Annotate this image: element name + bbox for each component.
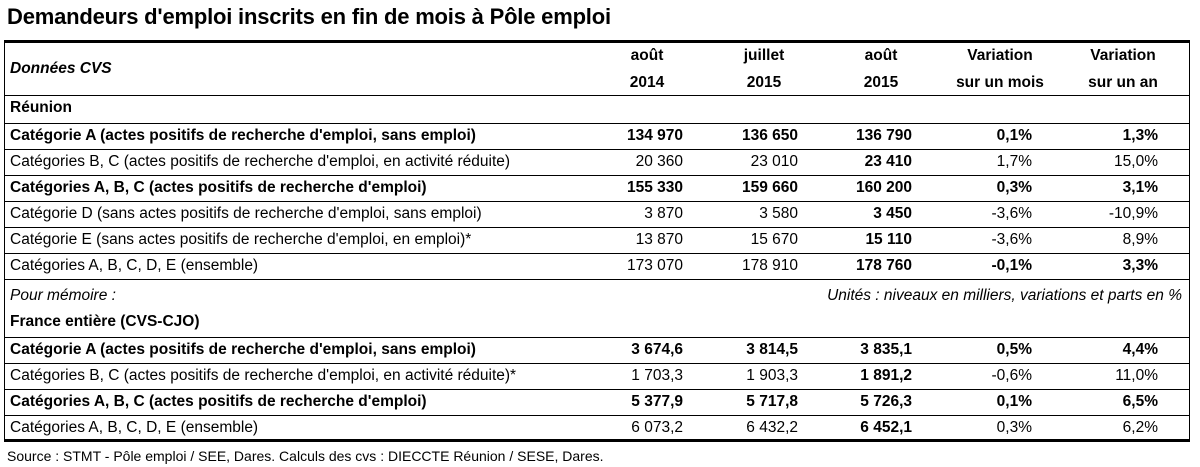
row-label: Catégorie D (sans actes positifs de rech… [10,205,482,222]
cell-v1: 5 377,9 [631,393,683,410]
col-header-var-year-l2: sur un an [1088,74,1158,91]
row-label: Catégories A, B, C (actes positifs de re… [10,179,427,196]
cell-v4: -0,1% [991,257,1033,274]
units-note: Unités : niveaux en milliers, variations… [827,287,1182,304]
cell-v4: 0,3% [996,179,1032,196]
cell-v2: 15 670 [750,231,798,248]
cell-v5: 6,5% [1122,393,1158,410]
row-label: Catégorie A (actes positifs de recherche… [10,341,476,358]
row-separator [4,279,1190,280]
row-separator [4,123,1190,124]
cell-v3: 23 410 [864,153,912,170]
cell-v1: 6 073,2 [631,419,683,436]
cell-v1: 3 870 [644,205,683,222]
row-separator [4,441,1190,442]
table-frame [4,40,1190,442]
row-label: Catégories B, C (actes positifs de reche… [10,153,511,170]
row-separator [4,149,1190,150]
cell-v3: 5 726,3 [860,393,912,410]
cell-v2: 159 660 [741,179,798,196]
col-header-aug2014-l2: 2014 [629,74,665,91]
cell-v1: 1 703,3 [631,367,683,384]
col-header-var-month-l2: sur un mois [956,74,1044,91]
cell-v3: 15 110 [865,231,912,248]
row-separator [4,389,1190,390]
row-label: Catégories A, B, C, D, E (ensemble) [10,419,259,436]
cell-v1: 173 070 [626,257,683,274]
row-label: Catégories B, C (actes positifs de reche… [10,367,517,384]
cell-v2: 178 910 [741,257,798,274]
col-header-aug2015-l2: 2015 [863,74,899,91]
row-separator [4,415,1190,416]
cell-v5: 1,3% [1122,127,1158,144]
row-separator [4,363,1190,364]
cell-v2: 3 814,5 [746,341,798,358]
cell-v5: 3,3% [1122,257,1158,274]
cell-v4: 0,3% [996,419,1032,436]
cell-v3: 1 891,2 [860,367,912,384]
row-label: Catégories A, B, C (actes positifs de re… [10,393,427,410]
cell-v2: 23 010 [750,153,798,170]
col-header-jul2015-l1: juillet [743,47,785,64]
cell-v1: 134 970 [626,127,683,144]
cell-v4: -3,6% [991,205,1033,222]
cell-v3: 3 835,1 [860,341,912,358]
memo-label: Pour mémoire : [10,287,116,304]
cell-v2: 3 580 [759,205,798,222]
cell-v5: -10,9% [1108,205,1158,222]
section-heading-reunion: Réunion [10,99,72,116]
row-separator [4,201,1190,202]
cell-v4: 0,5% [996,341,1032,358]
header-separator [4,95,1190,96]
row-label: Catégorie A (actes positifs de recherche… [10,127,476,144]
cell-v5: 11,0% [1115,367,1158,384]
cell-v4: -0,6% [991,367,1033,384]
cell-v4: 0,1% [996,393,1032,410]
cell-v2: 6 432,2 [746,419,798,436]
cell-v2: 5 717,8 [746,393,798,410]
row-separator [4,175,1190,176]
cell-v2: 1 903,3 [746,367,798,384]
col-header-aug2014-l1: août [630,47,664,64]
source-note: Source : STMT - Pôle emploi / SEE, Dares… [7,448,604,464]
table-title: Demandeurs d'emploi inscrits en fin de m… [7,4,611,29]
row-separator [4,253,1190,254]
cell-v2: 136 650 [741,127,798,144]
cell-v3: 136 790 [855,127,912,144]
cell-v5: 3,1% [1122,179,1158,196]
cell-v5: 6,2% [1122,419,1158,436]
cell-v3: 178 760 [855,257,912,274]
cell-v5: 4,4% [1122,341,1158,358]
row-label: Catégories A, B, C, D, E (ensemble) [10,257,259,274]
cell-v3: 160 200 [855,179,912,196]
cell-v4: 0,1% [996,127,1032,144]
cell-v1: 155 330 [626,179,683,196]
cell-v5: 8,9% [1122,231,1158,248]
cell-v5: 15,0% [1114,153,1158,170]
cell-v1: 20 360 [635,153,683,170]
cell-v1: 13 870 [635,231,683,248]
col-header-var-month-l1: Variation [967,47,1033,64]
row-separator [4,337,1190,338]
cell-v4: -3,6% [991,231,1033,248]
cell-v1: 3 674,6 [631,341,683,358]
row-separator [4,227,1190,228]
row-label: Catégorie E (sans actes positifs de rech… [10,231,472,248]
section-heading-france: France entière (CVS-CJO) [10,313,200,330]
cell-v3: 6 452,1 [860,419,912,436]
header-left-label: Données CVS [10,60,112,77]
col-header-aug2015-l1: août [864,47,898,64]
cell-v3: 3 450 [873,205,912,222]
cell-v4: 1,7% [996,153,1032,170]
col-header-var-year-l1: Variation [1090,47,1156,64]
col-header-jul2015-l2: 2015 [746,74,782,91]
